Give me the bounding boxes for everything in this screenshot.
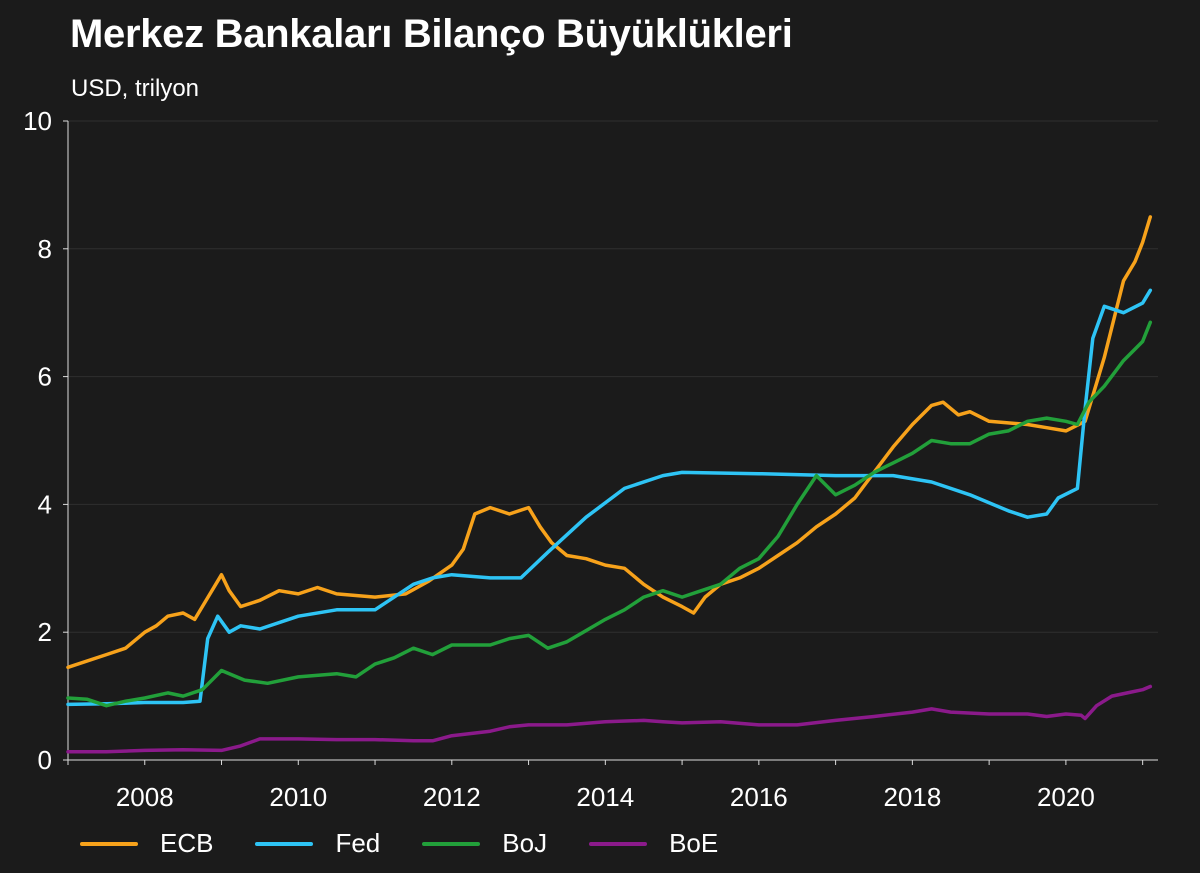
x-tick-label: 2012 xyxy=(423,782,481,812)
x-tick-label: 2016 xyxy=(730,782,788,812)
legend-label-boj: BoJ xyxy=(502,828,548,858)
legend-swatch-ecb xyxy=(80,841,138,846)
x-tick-label: 2014 xyxy=(576,782,634,812)
legend-item-fed: Fed xyxy=(255,828,380,859)
y-tick-label: 4 xyxy=(38,489,52,519)
series-line-ecb xyxy=(66,215,1153,670)
y-tick-label: 10 xyxy=(23,106,52,136)
series-line-boe xyxy=(66,684,1153,754)
chart-subtitle: USD, trilyon xyxy=(71,75,200,102)
y-tick-label: 2 xyxy=(38,617,52,647)
x-tick-label: 2020 xyxy=(1037,782,1095,812)
legend-swatch-boe xyxy=(589,841,648,846)
y-tick-label: 6 xyxy=(38,362,52,392)
legend: ECB Fed BoJ BoE xyxy=(80,828,760,859)
chart-title: Merkez Bankaları Bilanço Büyüklükleri xyxy=(70,12,793,56)
legend-label-boe: BoE xyxy=(669,828,719,858)
legend-item-ecb: ECB xyxy=(80,828,213,859)
legend-label-fed: Fed xyxy=(335,828,381,858)
legend-label-ecb: ECB xyxy=(160,828,214,858)
legend-item-boj: BoJ xyxy=(422,828,547,859)
series-line-fed xyxy=(66,288,1153,707)
legend-item-boe: BoE xyxy=(589,828,718,859)
x-tick-label: 2008 xyxy=(116,782,174,812)
y-tick-label: 0 xyxy=(38,745,52,775)
x-tick-label: 2010 xyxy=(269,782,327,812)
legend-swatch-fed xyxy=(255,841,314,846)
legend-swatch-boj xyxy=(422,841,481,846)
y-tick-label: 8 xyxy=(38,234,52,264)
series-line-boj xyxy=(66,320,1153,708)
x-tick-label: 2018 xyxy=(883,782,941,812)
